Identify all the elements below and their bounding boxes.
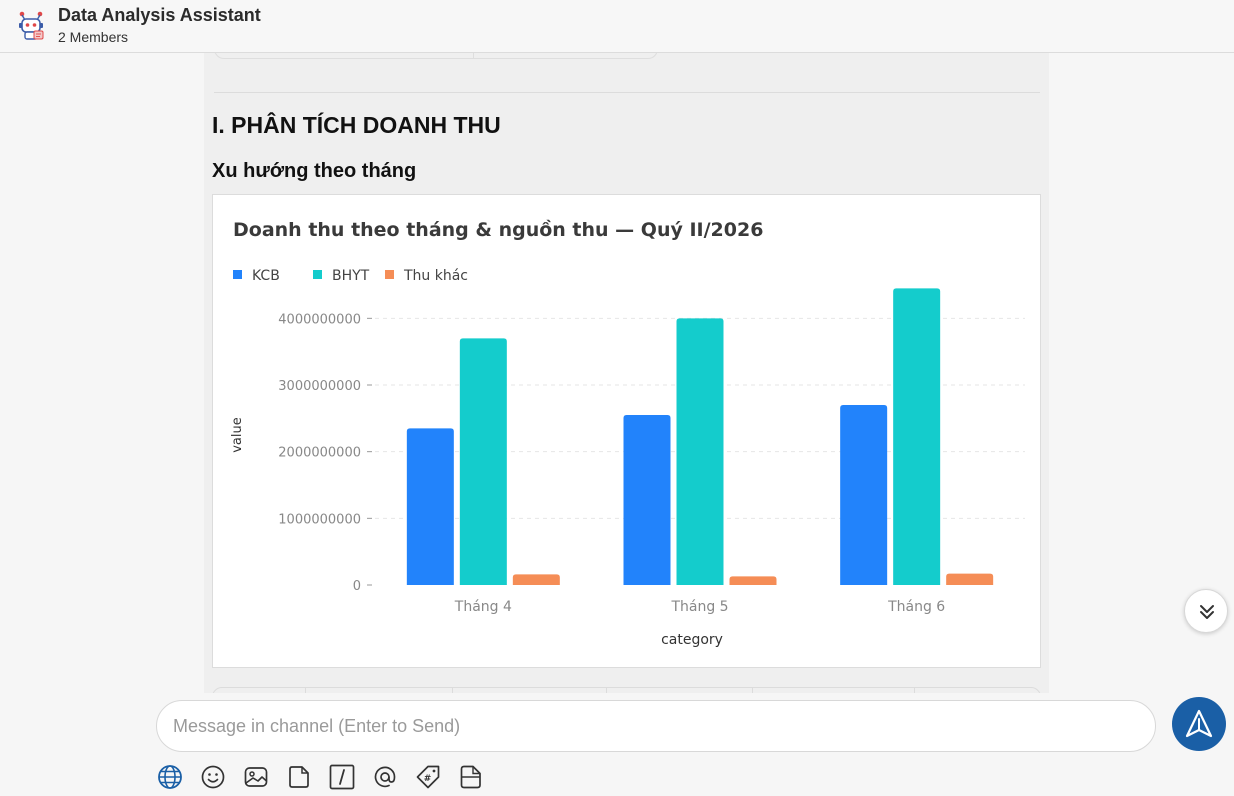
x-tick-label-0: Tháng 4 bbox=[454, 599, 512, 615]
legend-swatch-0 bbox=[233, 270, 242, 279]
legend-label-1: BHYT bbox=[332, 268, 370, 284]
bot-avatar-icon bbox=[19, 11, 44, 40]
message-input[interactable] bbox=[156, 700, 1156, 752]
svg-text:#: # bbox=[424, 774, 432, 784]
legend-label-0: KCB bbox=[252, 268, 280, 284]
y-tick-label-3: 3000000000 bbox=[278, 379, 361, 394]
bar-bhyt-2 bbox=[893, 288, 941, 585]
x-tick-label-2: Tháng 6 bbox=[887, 599, 945, 615]
legend-swatch-1 bbox=[313, 270, 322, 279]
bar-thu-khác-0 bbox=[512, 574, 560, 585]
x-axis-label: category bbox=[661, 632, 723, 648]
emoji-tool-button[interactable] bbox=[199, 762, 227, 792]
mention-tool-button[interactable] bbox=[371, 762, 399, 792]
channel-header: Data Analysis Assistant 2 Members bbox=[0, 0, 1234, 53]
section-subheading: Xu hướng theo tháng bbox=[212, 160, 417, 182]
document-tool-button[interactable] bbox=[457, 762, 485, 792]
slash-command-tool-button[interactable] bbox=[328, 762, 356, 792]
file-icon bbox=[289, 766, 309, 788]
chart-title: Doanh thu theo tháng & nguồn thu — Quý I… bbox=[233, 218, 763, 241]
y-axis-label: value bbox=[230, 417, 245, 453]
channel-title: Data Analysis Assistant bbox=[58, 5, 261, 25]
mention-icon bbox=[374, 766, 396, 788]
y-tick-label-0: 0 bbox=[353, 579, 361, 594]
send-icon bbox=[1185, 709, 1213, 738]
bar-kcb-1 bbox=[623, 415, 671, 585]
bar-thu-khác-2 bbox=[946, 573, 994, 585]
send-button[interactable] bbox=[1172, 697, 1226, 751]
emoji-icon bbox=[201, 765, 225, 789]
bar-bhyt-1 bbox=[676, 318, 724, 585]
globe-icon bbox=[158, 765, 182, 789]
y-tick-label-2: 2000000000 bbox=[278, 446, 361, 461]
legend-label-2: Thu khác bbox=[403, 268, 468, 284]
document-icon bbox=[460, 765, 481, 789]
globe-tool-button[interactable] bbox=[156, 762, 184, 792]
revenue-chart-card: Doanh thu theo tháng & nguồn thu — Quý I… bbox=[212, 194, 1041, 668]
file-tool-button[interactable] bbox=[285, 762, 313, 792]
slash-command-icon bbox=[329, 764, 355, 790]
scroll-to-bottom-button[interactable] bbox=[1184, 589, 1228, 633]
double-chevron-down-icon bbox=[1200, 605, 1214, 619]
x-tick-label-1: Tháng 5 bbox=[670, 599, 728, 615]
divider bbox=[214, 92, 1040, 93]
next-table-fragment bbox=[212, 687, 1041, 693]
image-tool-button[interactable] bbox=[242, 762, 270, 792]
tag-icon: # bbox=[416, 765, 440, 789]
legend-swatch-2 bbox=[385, 270, 394, 279]
tag-tool-button[interactable]: # bbox=[414, 762, 442, 792]
y-tick-label-1: 1000000000 bbox=[278, 512, 361, 527]
message-column: I. PHÂN TÍCH DOANH THU Xu hướng theo thá… bbox=[204, 53, 1049, 693]
bar-thu-khác-1 bbox=[729, 576, 777, 585]
member-count[interactable]: 2 Members bbox=[58, 29, 129, 45]
bar-bhyt-0 bbox=[459, 338, 507, 585]
previous-table-fragment bbox=[214, 53, 658, 59]
section-heading: I. PHÂN TÍCH DOANH THU bbox=[212, 112, 501, 138]
bar-kcb-2 bbox=[840, 405, 888, 585]
revenue-bar-chart: Doanh thu theo tháng & nguồn thu — Quý I… bbox=[230, 218, 1025, 648]
image-icon bbox=[244, 767, 268, 787]
bar-kcb-0 bbox=[406, 428, 454, 585]
y-tick-label-4: 4000000000 bbox=[278, 312, 361, 327]
